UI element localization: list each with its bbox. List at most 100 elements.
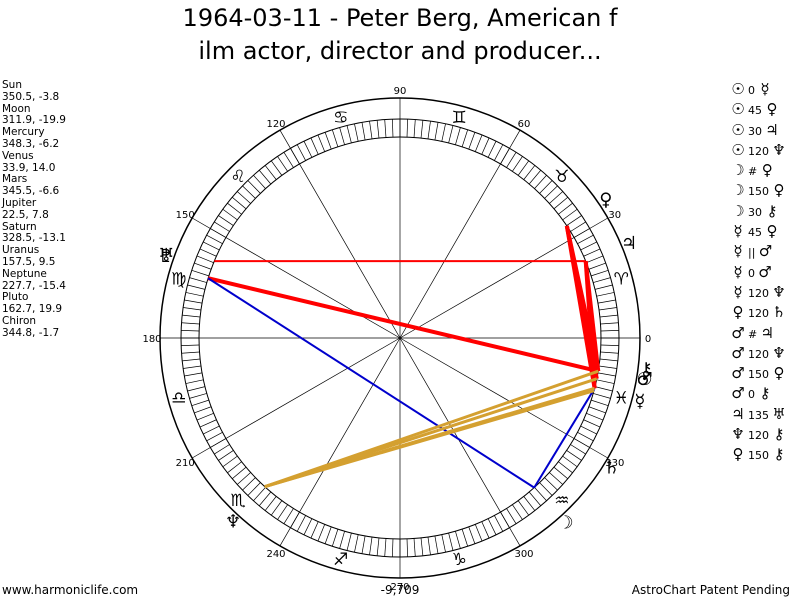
degree-tick — [534, 175, 547, 189]
degree-tick — [539, 482, 553, 496]
degree-tick — [591, 399, 609, 407]
degree-tick — [577, 432, 594, 442]
aspect-planet-2: ⚷ — [773, 445, 785, 464]
aspect-planet-1: ♀ — [732, 303, 744, 322]
zodiac-sign-glyph: ♈ — [614, 270, 629, 290]
planet-coords: 157.5, 9.5 — [2, 255, 56, 268]
degree-tick — [596, 379, 615, 384]
degree-tick — [181, 344, 200, 346]
degree-tick — [331, 129, 339, 147]
aspect-angle: 30 — [748, 124, 762, 138]
aspect-planet-1: ☉ — [731, 80, 745, 98]
planet-entry: Mercury 348.3, -6.2 — [2, 126, 66, 151]
degree-tick — [384, 119, 387, 138]
degree-tick — [506, 152, 517, 168]
aspect-planet-2: ♆ — [772, 282, 786, 301]
planet-coords: 33.9, 14.0 — [2, 161, 56, 174]
aspect-planet-1: ☿ — [733, 282, 743, 301]
degree-tick — [222, 455, 238, 468]
aspect-line — [533, 387, 596, 489]
aspect-line — [564, 225, 597, 389]
aspect-planet-2: ♀ — [766, 100, 778, 119]
degree-tick — [346, 125, 352, 144]
degree-label: 90 — [394, 86, 407, 97]
aspect-row: ♂ 120 ♆ — [730, 344, 787, 364]
aspect-angle: 0 — [748, 84, 755, 97]
degree-tick — [283, 508, 294, 524]
aspect-planet-1: ☿ — [733, 262, 743, 281]
degree-tick — [199, 419, 217, 428]
aspect-angle: 150 — [748, 449, 769, 463]
degree-tick — [586, 255, 604, 264]
degree-tick — [277, 156, 288, 172]
degree-tick — [570, 221, 586, 232]
degree-tick — [317, 134, 326, 152]
degree-tick — [369, 536, 373, 555]
degree-tick — [339, 127, 345, 145]
degree-tick — [600, 330, 619, 332]
degree-label: 150 — [176, 210, 195, 221]
degree-tick — [247, 482, 261, 496]
degree-tick — [539, 180, 553, 194]
aspect-angle: 30 — [748, 205, 762, 219]
aspect-angle: 120 — [748, 307, 769, 321]
degree-tick — [181, 351, 200, 354]
degree-tick — [597, 299, 616, 304]
degree-tick — [258, 170, 272, 185]
aspect-planet-1: ♂ — [731, 384, 745, 403]
aspect-planet-1: ☉ — [731, 120, 745, 139]
planet-coords: 348.3, -6.2 — [2, 137, 60, 150]
degree-tick — [455, 127, 461, 145]
degree-tick — [549, 191, 563, 204]
degree-tick — [553, 466, 568, 480]
degree-tick — [544, 477, 558, 491]
planet-entry: Sun 350.5, -3.8 — [2, 79, 66, 104]
degree-tick — [448, 125, 454, 144]
aspect-planet-2: ♂ — [758, 242, 773, 261]
degree-label: 330 — [605, 458, 624, 469]
planet-coords: 344.8, -1.7 — [2, 326, 60, 339]
degree-tick — [214, 444, 230, 455]
website-link[interactable]: www.harmoniclife.com — [2, 583, 139, 597]
aspect-angle: 120 — [748, 286, 769, 300]
spoke-line — [399, 129, 521, 339]
degree-tick — [185, 292, 204, 297]
degree-tick — [558, 202, 573, 215]
planet-glyph: ⚷ — [639, 359, 652, 380]
planet-glyph: ♆ — [225, 511, 241, 532]
aspect-planet-2: ♅ — [772, 404, 786, 423]
title-line-1: 1964-03-11 - Peter Berg, American f — [182, 4, 618, 32]
planet-entry: Mars 345.5, -6.6 — [2, 174, 66, 198]
aspect-row: ☽ 150 ♀ — [730, 181, 787, 201]
degree-tick — [214, 221, 230, 232]
degree-tick — [588, 262, 606, 270]
degree-tick — [441, 123, 446, 142]
planet-position-list: Sun 350.5, -3.8 Moon 311.9, -19.9 Mercury 348… — [2, 79, 66, 340]
aspect-planet-2: ♃ — [760, 323, 774, 342]
degree-tick — [296, 144, 306, 161]
zodiac-sign-glyph: ♌ — [230, 167, 245, 187]
spoke-line — [191, 217, 401, 339]
aspect-angle: 120 — [748, 144, 769, 158]
degree-tick — [420, 537, 424, 556]
aspect-planet-1: ☉ — [731, 140, 745, 159]
planet-entry: Saturn 328.5, -13.1 — [2, 221, 66, 246]
degree-tick — [549, 472, 563, 485]
degree-tick — [487, 518, 497, 535]
spoke-line — [279, 129, 401, 339]
aspect-row: ♀ 150 ⚷ — [730, 445, 787, 465]
degree-tick — [593, 277, 611, 283]
aspect-planet-2: ♀ — [766, 222, 778, 241]
planet-coords: 350.5, -3.8 — [2, 90, 60, 103]
degree-tick — [562, 208, 578, 221]
degree-tick — [599, 314, 618, 318]
aspect-line — [264, 389, 595, 489]
degree-tick — [596, 292, 615, 297]
degree-tick — [317, 524, 326, 542]
degree-label: 210 — [176, 458, 195, 469]
zodiac-sign-glyph: ♐ — [333, 550, 348, 570]
planet-glyph: ☽ — [558, 513, 574, 534]
planet-name: Neptune — [2, 267, 47, 280]
degree-tick — [593, 393, 611, 399]
